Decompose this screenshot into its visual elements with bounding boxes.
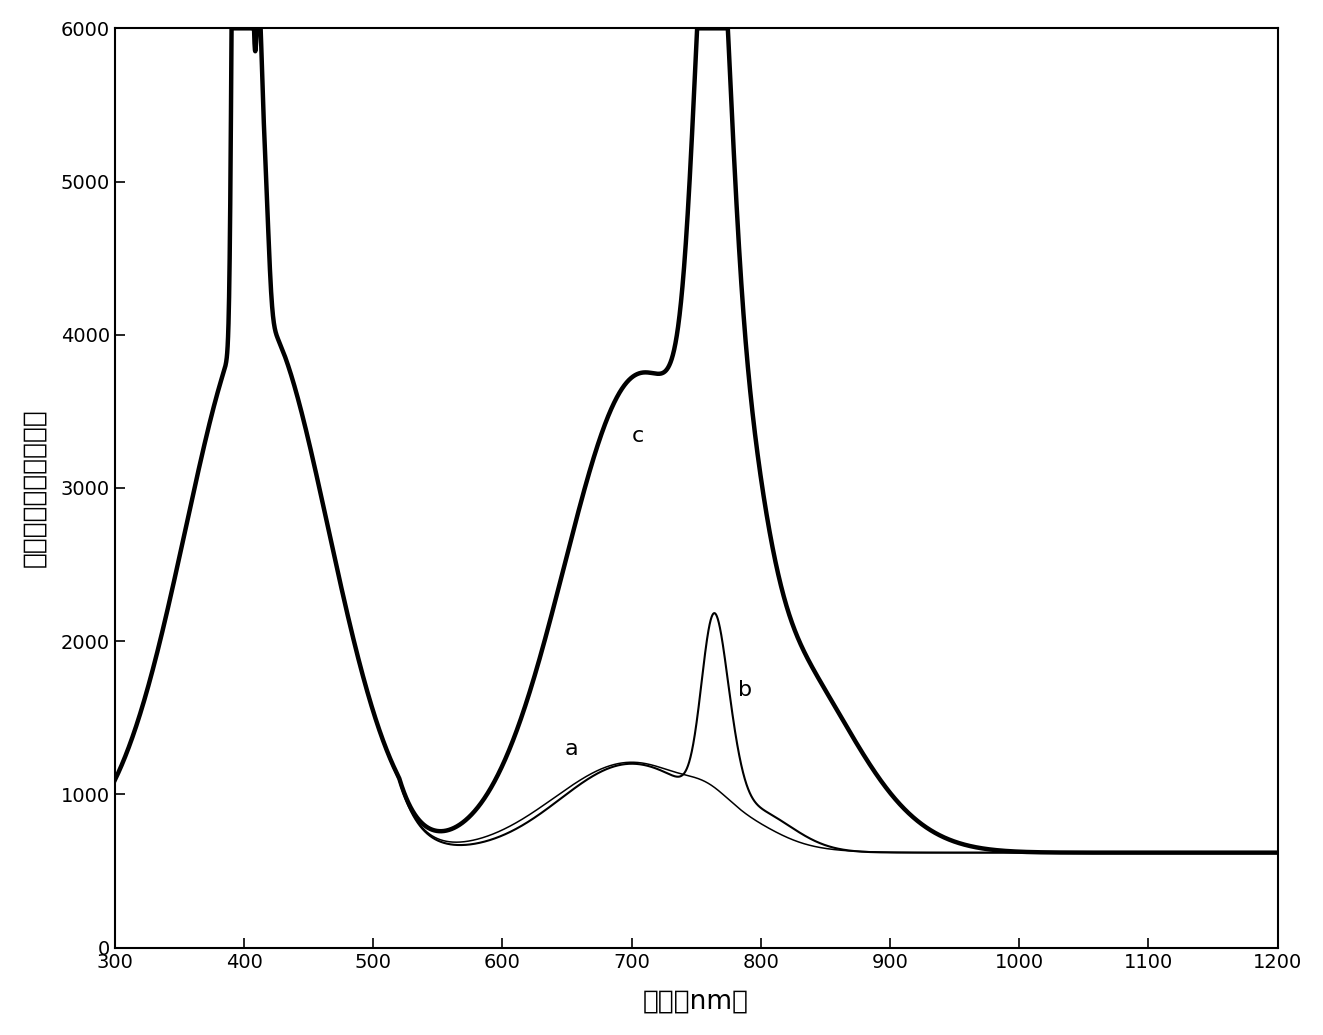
- Text: a: a: [565, 739, 578, 759]
- Text: b: b: [737, 680, 751, 701]
- X-axis label: 波长（nm）: 波长（nm）: [643, 988, 749, 1014]
- Text: c: c: [631, 426, 644, 446]
- Y-axis label: 药光信号（相对强度）: 药光信号（相对强度）: [21, 409, 46, 567]
